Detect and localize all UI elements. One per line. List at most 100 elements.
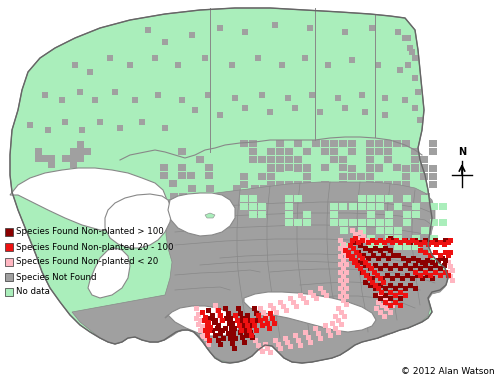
- Bar: [216, 308, 220, 312]
- Bar: [206, 201, 214, 208]
- Bar: [410, 275, 414, 280]
- Bar: [412, 55, 418, 61]
- Bar: [348, 165, 356, 172]
- Bar: [5, 228, 13, 236]
- Bar: [309, 92, 315, 98]
- Bar: [282, 335, 288, 340]
- Bar: [412, 203, 420, 210]
- Bar: [342, 248, 347, 253]
- Bar: [409, 49, 415, 55]
- Bar: [139, 119, 145, 125]
- Bar: [386, 238, 390, 243]
- Bar: [242, 317, 248, 322]
- Bar: [338, 238, 342, 243]
- Bar: [382, 240, 386, 244]
- Bar: [370, 275, 374, 280]
- Bar: [189, 32, 195, 38]
- Bar: [268, 303, 272, 308]
- Bar: [196, 311, 200, 317]
- Bar: [412, 235, 420, 242]
- Bar: [438, 265, 442, 270]
- Bar: [320, 290, 326, 295]
- Bar: [349, 57, 355, 63]
- Bar: [238, 311, 242, 316]
- Bar: [212, 317, 218, 322]
- Bar: [398, 290, 402, 295]
- Bar: [366, 262, 370, 267]
- Bar: [330, 148, 338, 155]
- Bar: [249, 156, 257, 163]
- Bar: [378, 275, 382, 280]
- Bar: [432, 238, 438, 243]
- Bar: [252, 322, 256, 327]
- Bar: [413, 193, 421, 200]
- Bar: [205, 92, 211, 98]
- Bar: [267, 181, 275, 188]
- Bar: [266, 325, 272, 330]
- Bar: [432, 269, 438, 275]
- Bar: [249, 148, 257, 155]
- Bar: [254, 311, 258, 316]
- Bar: [250, 335, 254, 340]
- Bar: [411, 156, 419, 163]
- Bar: [446, 253, 450, 257]
- Bar: [294, 181, 302, 188]
- Bar: [358, 259, 362, 264]
- Bar: [384, 156, 392, 163]
- Bar: [362, 262, 368, 267]
- Bar: [258, 345, 262, 351]
- Bar: [344, 269, 348, 275]
- Bar: [422, 249, 428, 254]
- Bar: [335, 95, 341, 101]
- Bar: [442, 269, 448, 275]
- Bar: [218, 312, 222, 317]
- Bar: [432, 249, 438, 254]
- Bar: [303, 219, 311, 226]
- Bar: [340, 257, 345, 262]
- Bar: [403, 219, 411, 226]
- Bar: [418, 265, 422, 270]
- Bar: [362, 259, 368, 264]
- Bar: [249, 195, 257, 202]
- Bar: [400, 256, 406, 261]
- Bar: [264, 314, 268, 319]
- Bar: [162, 39, 168, 45]
- Bar: [218, 342, 222, 346]
- Bar: [246, 327, 252, 332]
- Bar: [348, 173, 356, 180]
- Polygon shape: [105, 194, 172, 248]
- Bar: [252, 338, 258, 343]
- Bar: [430, 235, 438, 242]
- Polygon shape: [10, 8, 448, 363]
- Bar: [446, 272, 450, 277]
- Bar: [410, 238, 414, 243]
- Bar: [378, 290, 384, 295]
- Bar: [344, 262, 348, 267]
- Bar: [267, 173, 275, 180]
- Bar: [117, 125, 123, 131]
- Bar: [385, 235, 393, 242]
- Bar: [402, 165, 410, 172]
- Bar: [325, 62, 331, 68]
- Bar: [338, 269, 342, 275]
- Bar: [376, 195, 384, 202]
- Bar: [236, 306, 240, 311]
- Bar: [229, 62, 235, 68]
- Bar: [367, 235, 375, 242]
- Bar: [356, 249, 360, 254]
- Bar: [308, 340, 312, 345]
- Bar: [382, 112, 388, 118]
- Bar: [276, 164, 284, 171]
- Bar: [344, 277, 348, 283]
- Polygon shape: [72, 182, 447, 363]
- Bar: [362, 280, 368, 285]
- Bar: [314, 296, 318, 301]
- Bar: [330, 156, 338, 163]
- Bar: [424, 257, 430, 262]
- Bar: [429, 140, 437, 147]
- Bar: [348, 256, 354, 261]
- Bar: [380, 280, 386, 285]
- Bar: [294, 140, 302, 147]
- Bar: [412, 243, 420, 250]
- Bar: [210, 312, 214, 317]
